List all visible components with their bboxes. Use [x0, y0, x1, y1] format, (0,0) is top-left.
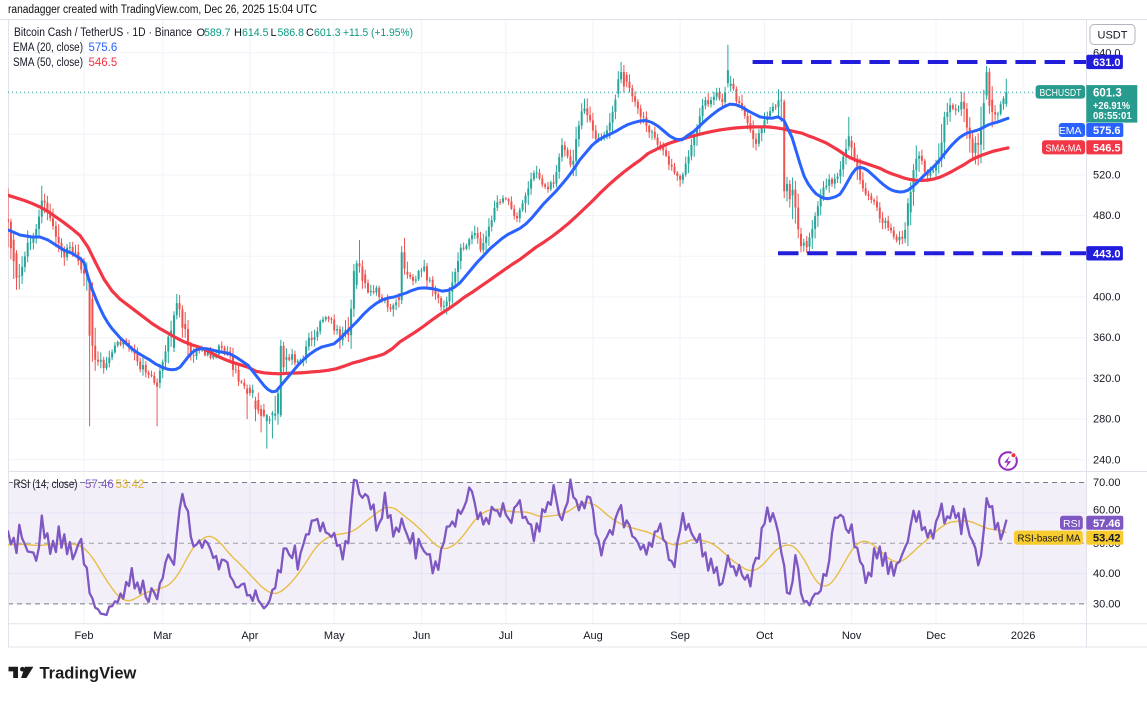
svg-text:601.3: 601.3 [1093, 87, 1122, 99]
svg-text:EMA (20, close): EMA (20, close) [13, 42, 83, 54]
svg-text:480.0: 480.0 [1093, 210, 1121, 222]
svg-text:Feb: Feb [75, 630, 94, 642]
svg-text:ranadagger created with Tradin: ranadagger created with TradingView.com,… [8, 4, 317, 16]
svg-text:BCHUSDT: BCHUSDT [1040, 88, 1082, 99]
svg-text:+11.5 (+1.95%): +11.5 (+1.95%) [343, 27, 413, 39]
svg-text:631.0: 631.0 [1093, 57, 1121, 69]
svg-text:Bitcoin Cash / TetherUS · 1D ·: Bitcoin Cash / TetherUS · 1D · Binance [14, 27, 192, 39]
svg-text:70.00: 70.00 [1093, 477, 1121, 489]
svg-text:240.0: 240.0 [1093, 454, 1121, 466]
svg-text:RSI (14, close): RSI (14, close) [14, 479, 78, 491]
svg-text:586.8: 586.8 [278, 27, 305, 39]
svg-text:+26.91%: +26.91% [1093, 100, 1131, 112]
svg-text:Nov: Nov [842, 630, 862, 642]
svg-text:O: O [197, 27, 206, 39]
svg-text:614.5: 614.5 [242, 27, 269, 39]
svg-text:H: H [234, 27, 242, 39]
svg-text:280.0: 280.0 [1093, 414, 1121, 426]
svg-text:60.00: 60.00 [1093, 504, 1121, 516]
svg-text:Jun: Jun [413, 630, 431, 642]
svg-text:TradingView: TradingView [40, 665, 137, 683]
svg-text:30.00: 30.00 [1093, 598, 1121, 610]
svg-text:EMA: EMA [1059, 125, 1082, 137]
svg-text:589.7: 589.7 [204, 27, 231, 39]
svg-text:601.3: 601.3 [314, 27, 341, 39]
svg-text:USDT: USDT [1098, 29, 1128, 41]
svg-text:Mar: Mar [153, 630, 172, 642]
svg-text:2026: 2026 [1011, 630, 1035, 642]
svg-text:Sep: Sep [670, 630, 690, 642]
svg-text:RSI-based MA: RSI-based MA [1018, 533, 1081, 545]
svg-text:320.0: 320.0 [1093, 373, 1121, 385]
svg-text:Apr: Apr [241, 630, 258, 642]
svg-text:08:55:01: 08:55:01 [1093, 110, 1132, 122]
svg-text:RSI: RSI [1063, 518, 1081, 530]
svg-text:SMA (50, close): SMA (50, close) [13, 57, 83, 69]
svg-text:May: May [324, 630, 345, 642]
svg-text:546.5: 546.5 [1093, 142, 1121, 154]
svg-text:Jul: Jul [499, 630, 513, 642]
svg-text:546.5: 546.5 [89, 57, 118, 69]
svg-text:57.46: 57.46 [1093, 518, 1121, 530]
svg-text:Aug: Aug [583, 630, 603, 642]
svg-text:520.0: 520.0 [1093, 169, 1121, 181]
svg-text:443.0: 443.0 [1093, 248, 1121, 260]
svg-text:57.46: 57.46 [85, 479, 114, 491]
svg-text:400.0: 400.0 [1093, 292, 1121, 304]
svg-text:Oct: Oct [756, 630, 773, 642]
svg-text:575.6: 575.6 [1093, 125, 1121, 137]
svg-text:L: L [271, 27, 277, 39]
svg-text:Dec: Dec [926, 630, 946, 642]
svg-text:53.42: 53.42 [116, 479, 145, 491]
svg-text:575.6: 575.6 [89, 42, 118, 54]
svg-text:SMA:MA: SMA:MA [1046, 142, 1082, 154]
svg-text:40.00: 40.00 [1093, 568, 1121, 580]
svg-text:53.42: 53.42 [1093, 533, 1121, 545]
svg-text:360.0: 360.0 [1093, 332, 1121, 344]
svg-text:C: C [306, 27, 314, 39]
